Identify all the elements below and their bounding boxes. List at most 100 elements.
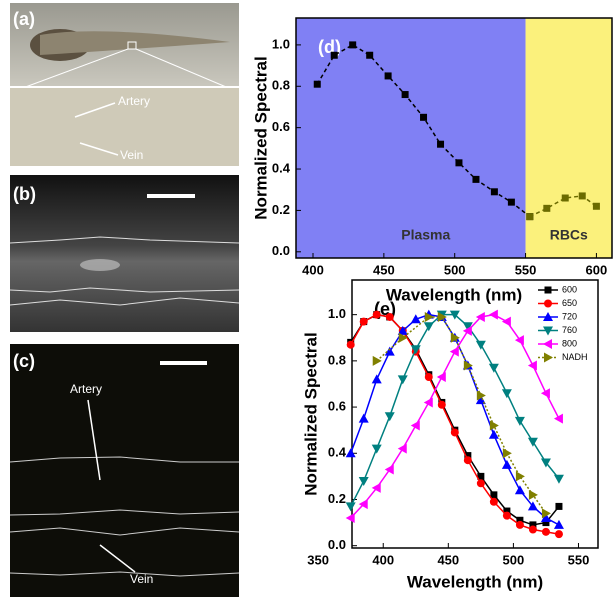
y-tick-label: 0.6 [328, 399, 346, 414]
legend-marker [543, 339, 552, 349]
marker [372, 374, 382, 383]
marker [373, 311, 381, 319]
marker [424, 322, 434, 331]
marker [543, 205, 550, 212]
x-tick-label: 550 [568, 552, 590, 567]
x-tick-label: 450 [437, 552, 459, 567]
marker [593, 203, 600, 210]
y-axis-label: Normalized Spectral [251, 56, 270, 219]
marker [515, 335, 524, 345]
marker [528, 360, 537, 370]
image [10, 175, 239, 332]
marker [314, 81, 321, 88]
marker [385, 412, 395, 421]
x-tick-label: 400 [302, 262, 324, 277]
panel-c: (c) Artery Vein [10, 344, 239, 597]
legend-marker [545, 287, 552, 294]
series-line [377, 317, 546, 513]
marker [359, 414, 369, 423]
x-tick-label: 550 [515, 262, 537, 277]
x-tick-label: 600 [586, 262, 608, 277]
marker [472, 176, 479, 183]
panel-label: (a) [13, 9, 35, 29]
marker [349, 41, 356, 48]
marker [554, 475, 564, 484]
legend-marker [544, 353, 553, 363]
marker [489, 430, 499, 439]
marker [491, 188, 498, 195]
region-label: Plasma [401, 227, 450, 243]
marker [451, 428, 459, 436]
y-tick-label: 0.4 [272, 160, 291, 175]
highlight [80, 259, 120, 271]
legend-label: 800 [562, 338, 577, 348]
panel-label: (c) [13, 351, 35, 371]
marker [555, 503, 562, 510]
marker [464, 456, 472, 464]
marker [455, 159, 462, 166]
x-tick-label: 350 [307, 552, 329, 567]
y-tick-label: 0.0 [328, 537, 346, 552]
marker [490, 498, 498, 506]
marker [526, 213, 533, 220]
legend-label: 600 [562, 284, 577, 294]
marker [502, 317, 511, 327]
marker [398, 444, 407, 454]
legend-label: 650 [562, 298, 577, 308]
y-tick-label: 1.0 [272, 36, 290, 51]
y-tick-label: 0.2 [272, 202, 290, 217]
region-label: RBCs [550, 227, 588, 243]
marker [347, 341, 355, 349]
marker [359, 477, 369, 486]
marker [541, 388, 550, 398]
marker [385, 347, 395, 356]
marker [555, 530, 563, 538]
marker [360, 318, 368, 326]
legend-label: 760 [562, 325, 577, 335]
marker [542, 528, 550, 536]
y-axis-label: Normalized Spectral [301, 332, 320, 495]
marker [476, 341, 486, 350]
marker [331, 52, 338, 59]
region [526, 18, 612, 258]
legend-label: 720 [562, 311, 577, 321]
marker [402, 91, 409, 98]
marker [502, 460, 512, 469]
marker [579, 192, 586, 199]
marker [385, 464, 394, 474]
y-tick-label: 0.6 [272, 119, 290, 134]
marker [529, 490, 538, 500]
marker [425, 373, 433, 381]
marker [562, 195, 569, 202]
marker [437, 141, 444, 148]
y-tick-label: 0.4 [328, 445, 347, 460]
marker [366, 52, 373, 59]
y-tick-label: 0.2 [328, 491, 346, 506]
marker [502, 389, 512, 398]
marker [529, 526, 537, 534]
marker [420, 114, 427, 121]
series-line [351, 315, 559, 525]
x-axis-label: Wavelength (nm) [386, 285, 522, 304]
x-axis-label: Wavelength (nm) [407, 572, 543, 591]
x-tick-label: 400 [372, 552, 394, 567]
legend-label: NADH [562, 352, 588, 362]
y-tick-label: 0.8 [328, 352, 346, 367]
marker [477, 479, 485, 487]
legend-marker [544, 300, 552, 308]
marker [516, 521, 524, 529]
marker [437, 372, 446, 382]
panel-a: (a) Artery Vein [10, 3, 239, 166]
series-line [351, 315, 559, 534]
y-tick-label: 0.0 [272, 243, 290, 258]
x-tick-label: 450 [373, 262, 395, 277]
marker [346, 513, 355, 523]
x-tick-label: 500 [444, 262, 466, 277]
series-line [351, 315, 559, 507]
panel-label: (b) [13, 184, 36, 204]
y-tick-label: 1.0 [328, 306, 346, 321]
label: Artery [118, 94, 150, 108]
figure: (a) Artery Vein (b) (c) Artery Vein Plas… [0, 0, 613, 601]
marker [528, 438, 538, 447]
marker [515, 417, 525, 426]
